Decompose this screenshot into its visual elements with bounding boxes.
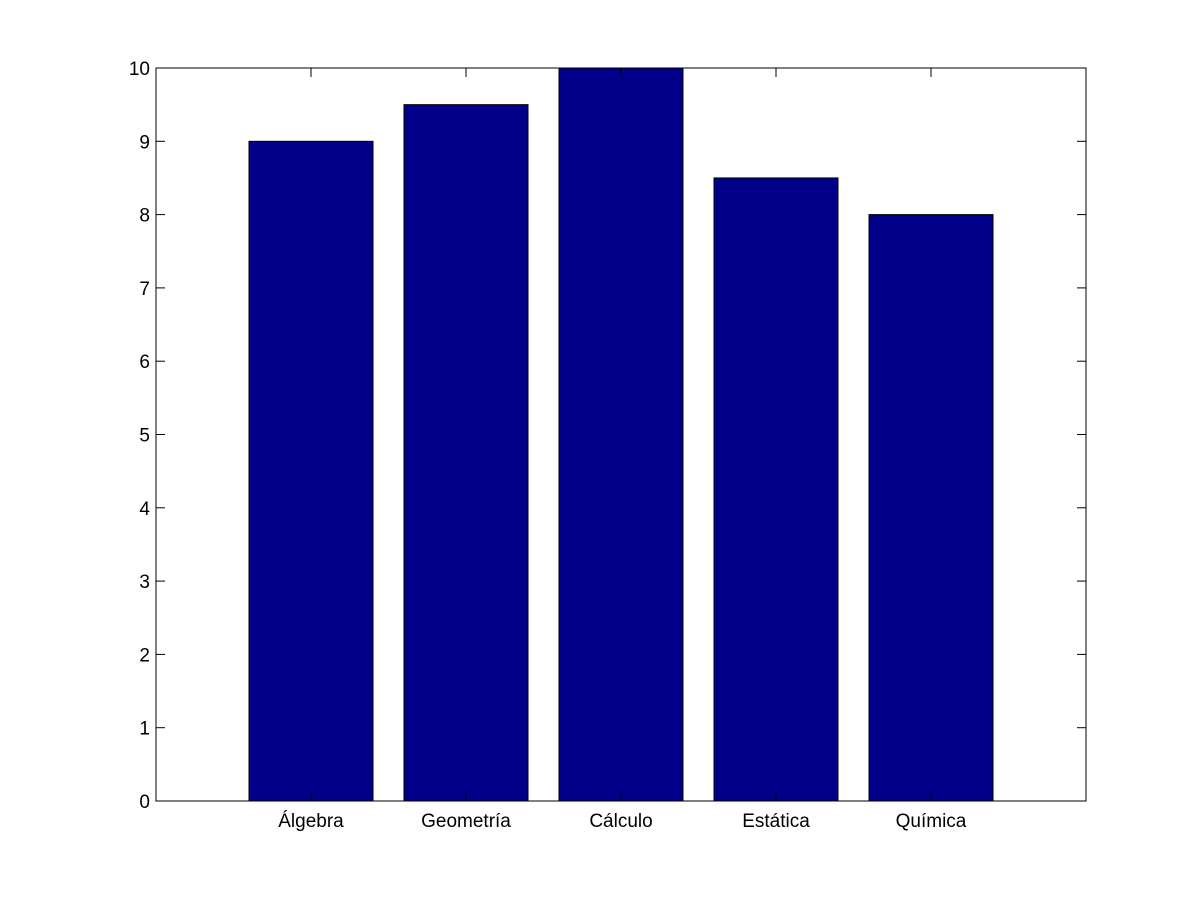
x-category-label: Álgebra [278,811,344,832]
axes-frame [155,67,1087,802]
tick-labels-group: 0 1 2 3 4 5 6 7 8 9 10 Álgebra Geometría Cálculo Estát… [129,59,967,832]
bar-3 [713,177,839,802]
bar-0 [248,140,374,802]
x-category-label: Geometría [421,811,511,832]
y-tick-label: 9 [139,132,150,153]
bars-group [248,67,994,802]
y-tick-label: 0 [139,792,150,813]
x-category-label: Estática [742,811,810,832]
y-tick-label: 10 [129,59,150,80]
bar-1 [403,104,529,802]
x-category-label: Química [896,811,967,832]
y-tick-label: 7 [139,279,150,300]
x-category-label: Cálculo [589,811,652,832]
y-tick-label: 8 [139,206,150,227]
y-tick-label: 1 [139,719,150,740]
bar-4 [868,214,994,802]
y-tick-label: 3 [139,572,150,593]
y-tick-label: 6 [139,352,150,373]
y-tick-label: 5 [139,426,150,447]
bar-2 [558,67,684,802]
y-tick-label: 2 [139,645,150,666]
y-tick-label: 4 [139,499,150,520]
